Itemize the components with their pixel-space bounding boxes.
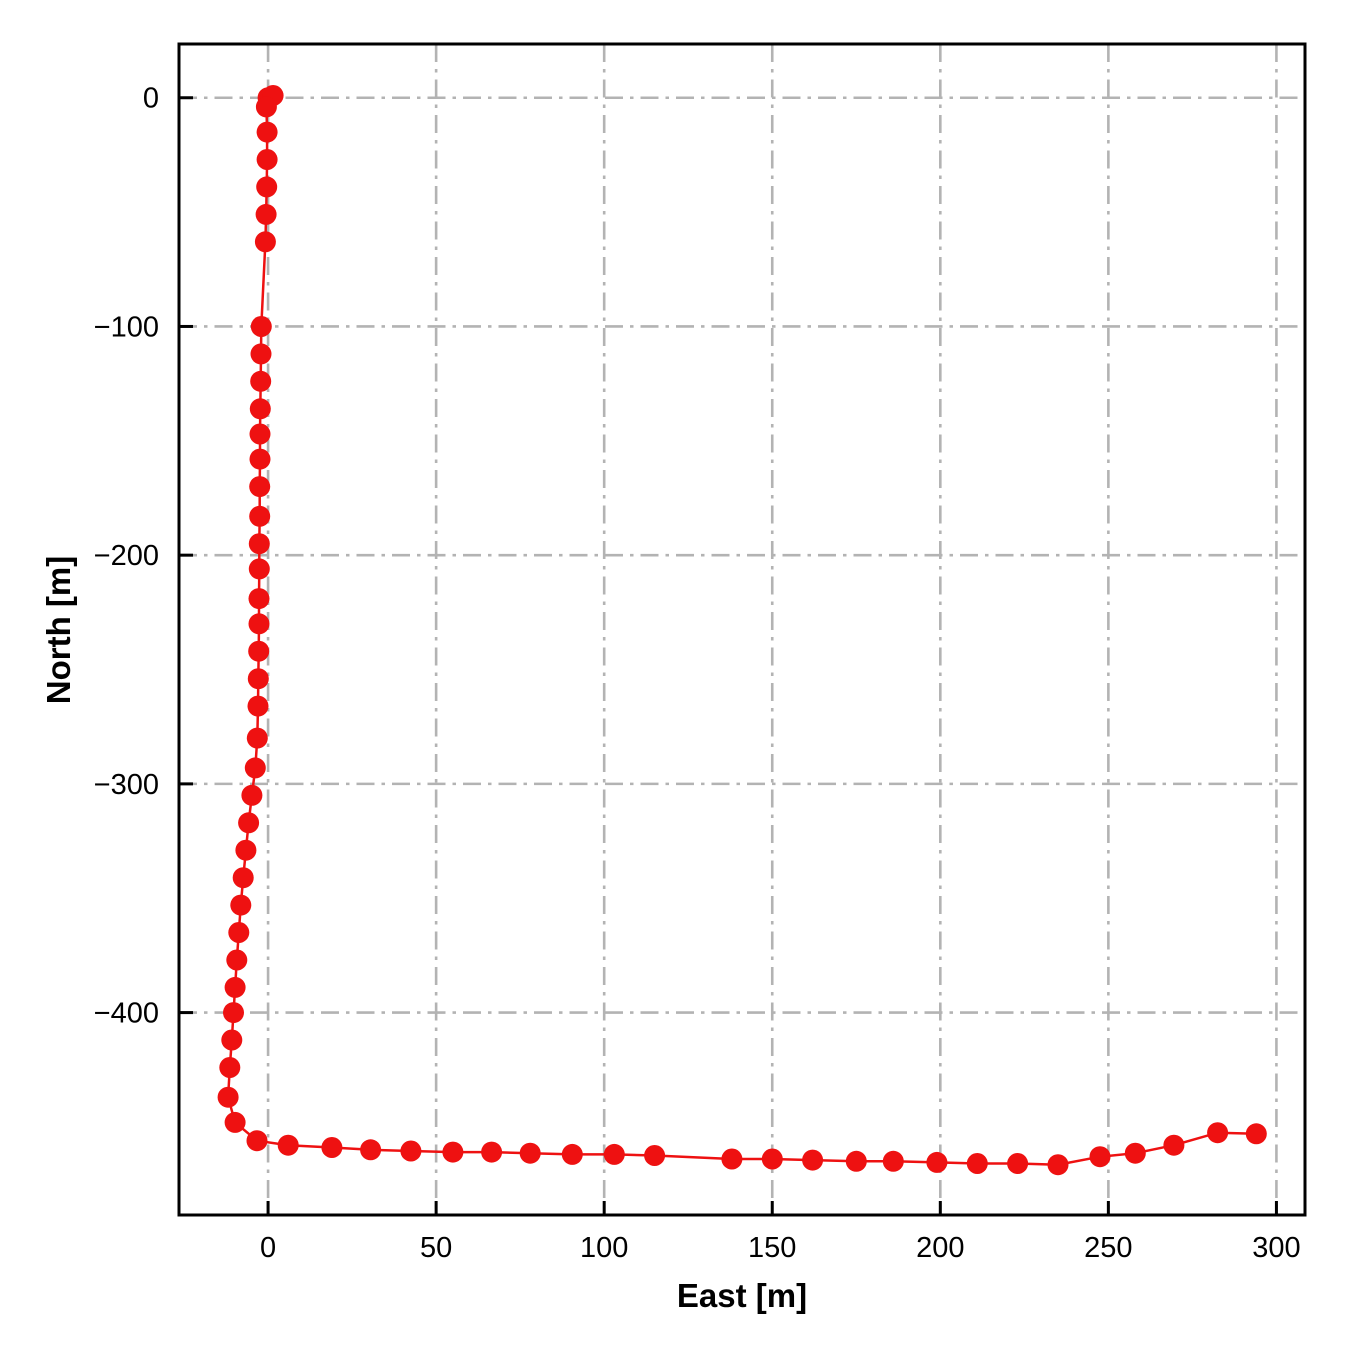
data-point-marker: [561, 1143, 583, 1165]
data-point-marker: [247, 695, 269, 717]
data-point-marker: [248, 588, 270, 610]
data-point-marker: [221, 1029, 243, 1051]
grid-lines: [179, 44, 1305, 1215]
data-point-marker: [246, 727, 268, 749]
data-point-marker: [223, 1002, 244, 1024]
y-tick-label: −400: [94, 998, 159, 1030]
data-point-marker: [249, 448, 271, 470]
data-point-marker: [232, 867, 254, 889]
data-point-marker: [248, 558, 270, 580]
x-tick-label: 250: [1084, 1232, 1132, 1264]
data-point-marker: [256, 176, 278, 198]
data-point-marker: [235, 839, 257, 861]
y-axis-label: North [m]: [40, 556, 77, 704]
data-point-marker: [1089, 1146, 1111, 1168]
data-point-marker: [400, 1140, 422, 1162]
data-point-marker: [249, 476, 271, 498]
data-point-marker: [238, 812, 260, 834]
data-point-marker: [1245, 1123, 1267, 1145]
trajectory-series: [217, 85, 1267, 1176]
data-point-marker: [241, 784, 263, 806]
data-point-marker: [1207, 1122, 1229, 1144]
data-point-marker: [256, 121, 278, 143]
data-point-marker: [1163, 1134, 1185, 1156]
data-point-marker: [217, 1086, 239, 1108]
data-point-marker: [249, 398, 271, 420]
x-tick-label: 0: [260, 1232, 276, 1264]
data-point-marker: [226, 949, 248, 971]
data-point-marker: [248, 533, 270, 555]
data-point-marker: [321, 1137, 343, 1158]
data-point-marker: [519, 1142, 541, 1164]
data-point-marker: [249, 505, 271, 527]
y-tick-label: 0: [143, 83, 159, 115]
data-point-marker: [255, 96, 277, 118]
data-point-marker: [1007, 1153, 1029, 1174]
x-tick-label: 150: [748, 1232, 796, 1264]
data-point-marker: [644, 1145, 666, 1166]
y-tick-label: −200: [94, 540, 159, 572]
data-point-marker: [246, 1130, 268, 1152]
data-point-marker: [230, 894, 252, 916]
x-axis-label: East [m]: [677, 1277, 807, 1314]
data-point-marker: [442, 1141, 464, 1163]
y-tick-label: −100: [94, 311, 159, 343]
data-point-marker: [228, 922, 250, 943]
data-point-marker: [277, 1134, 299, 1156]
data-point-marker: [966, 1153, 988, 1174]
x-tick-label: 200: [916, 1232, 964, 1264]
data-point-marker: [244, 757, 266, 779]
plot-border: [177, 42, 1307, 1217]
data-point-marker: [247, 668, 269, 690]
data-point-marker: [250, 343, 272, 365]
data-point-marker: [926, 1151, 948, 1173]
axis-tick-labels: 0 50 100 150 200 250 300 0 −100 −200 −300 −400: [94, 83, 1301, 1264]
data-point-marker: [603, 1143, 625, 1165]
data-point-marker: [1124, 1142, 1146, 1164]
data-point-marker: [882, 1150, 904, 1172]
data-point-marker: [255, 203, 277, 225]
trajectory-line: [226, 92, 1257, 1166]
data-point-marker: [219, 1057, 241, 1078]
data-point-marker: [248, 640, 270, 662]
axis-ticks: [179, 96, 1278, 1215]
data-point-marker: [360, 1139, 382, 1161]
data-point-marker: [248, 613, 270, 635]
data-point-marker: [845, 1150, 867, 1172]
data-point-marker: [224, 976, 246, 998]
data-point-marker: [721, 1148, 743, 1170]
data-point-marker: [761, 1148, 783, 1170]
data-point-marker: [224, 1111, 246, 1133]
x-tick-label: 300: [1252, 1232, 1300, 1264]
data-point-marker: [481, 1141, 503, 1163]
data-point-marker: [802, 1149, 824, 1171]
data-point-marker: [250, 370, 272, 392]
y-tick-label: −300: [94, 769, 159, 801]
data-point-marker: [254, 231, 276, 253]
x-tick-label: 100: [580, 1232, 628, 1264]
x-tick-label: 50: [420, 1232, 452, 1264]
data-point-marker: [250, 316, 272, 337]
data-point-marker: [249, 423, 271, 445]
data-point-marker: [1047, 1154, 1069, 1176]
data-point-marker: [256, 149, 278, 170]
